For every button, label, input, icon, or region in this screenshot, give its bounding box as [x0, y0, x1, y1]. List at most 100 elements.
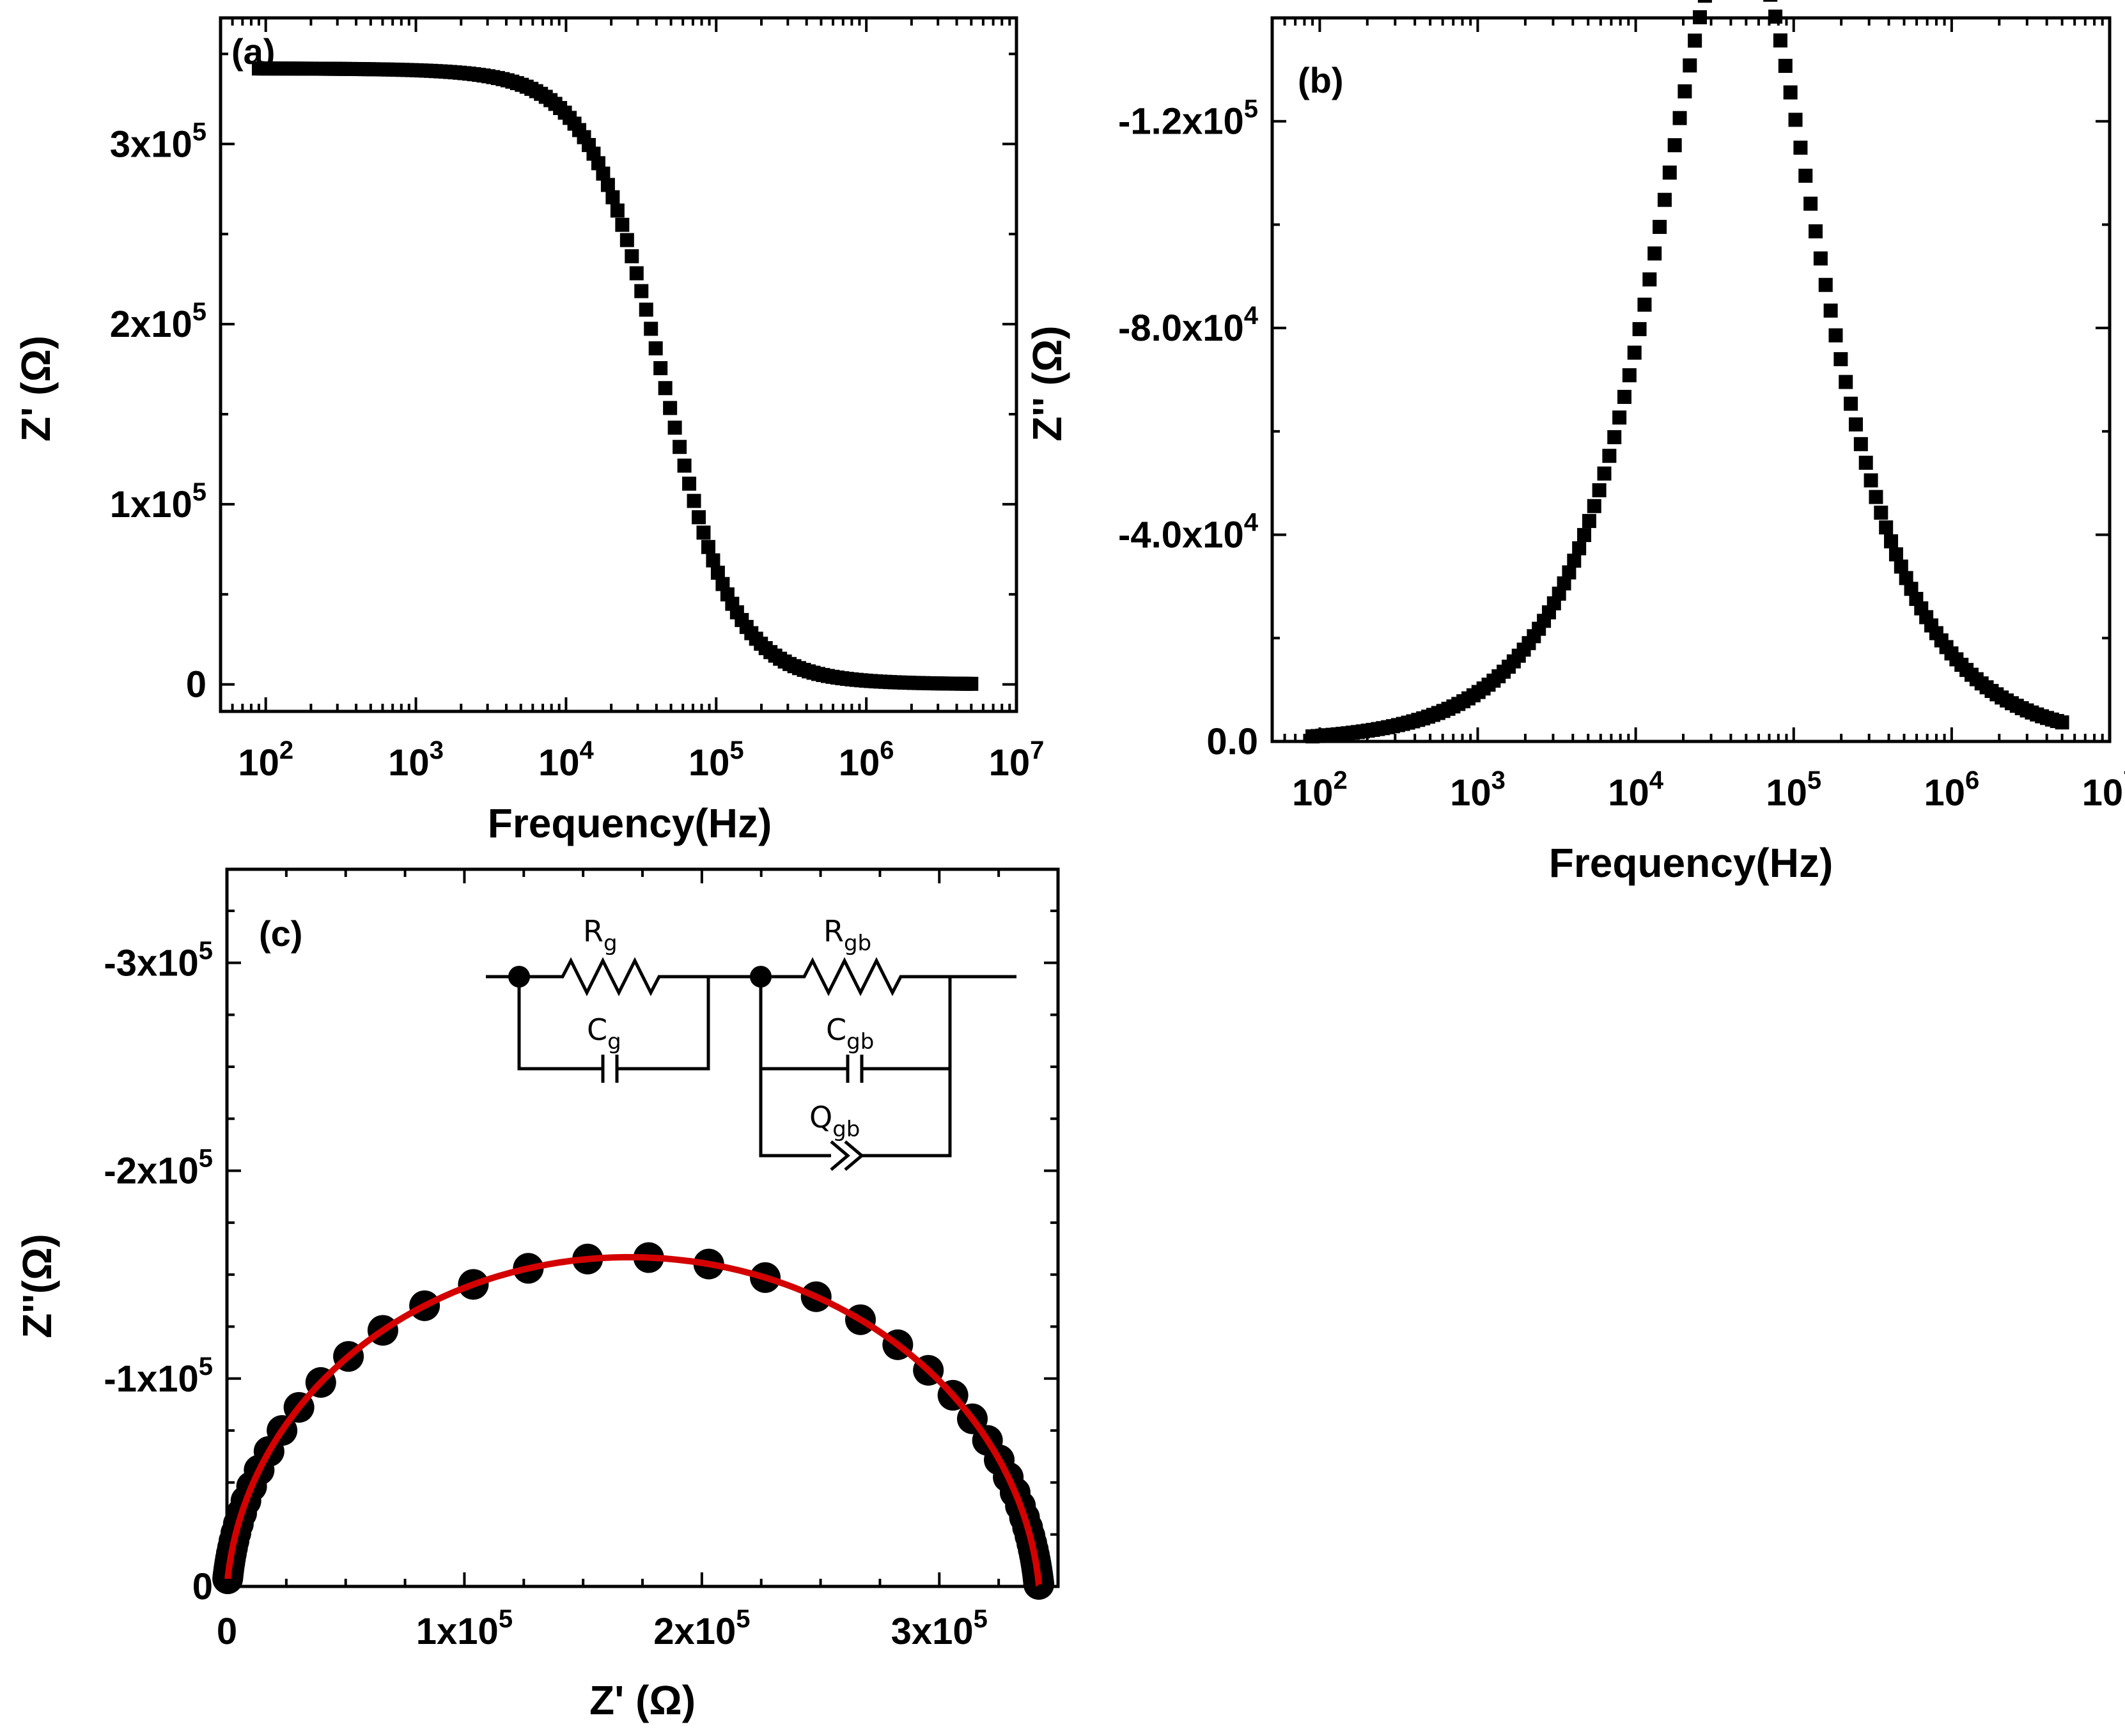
data-point [634, 284, 649, 298]
data-point [644, 322, 658, 336]
data-point [710, 565, 725, 580]
y-tick-label: -8.0x104 [1118, 302, 1259, 349]
y-tick-label: -1x105 [104, 1352, 213, 1400]
data-point [964, 676, 979, 691]
x-tick-label: 3x105 [891, 1605, 988, 1652]
data-point [1667, 138, 1682, 153]
data-point [1647, 246, 1662, 261]
y-tick-label: 2x105 [110, 298, 206, 345]
label-cgb: Cgb [826, 1012, 874, 1055]
data-point [1864, 473, 1878, 488]
y-tick-label: -3x105 [104, 936, 213, 984]
y-axis-label-c: Z''(Ω) [14, 1234, 60, 1338]
circuit-wire-qgb-return [862, 1069, 952, 1158]
x-tick-labels-a: 102 103 104 105 106 107 [238, 736, 1044, 784]
x-tick-label: 102 [1292, 766, 1348, 814]
panel-a: (a) 102 103 104 105 106 107 01x1052x1053x105 … [13, 16, 1044, 846]
data-point [596, 166, 611, 181]
data-point [1697, 0, 1712, 3]
data-point [600, 178, 615, 192]
data-point [1557, 576, 1571, 591]
data-point [667, 421, 682, 435]
data-point [1798, 168, 1813, 183]
panel-b: (b) 102 103 104 105 106 107 0.0 -4.0x104 -8.0x1… [1024, 0, 2125, 886]
data-point [1833, 352, 1848, 366]
y-tick-label: 0 [186, 664, 206, 706]
data-point [1848, 417, 1863, 432]
resistor-rg [519, 957, 761, 996]
y-tick-labels-b: 0.0 -4.0x104 -8.0x104 -1.2x105 [1118, 95, 1259, 763]
y-tick-label: 0.0 [1206, 721, 1258, 763]
data-point [1813, 251, 1828, 266]
equivalent-circuit-inset [486, 957, 1016, 1171]
x-axis-label-b: Frequency(Hz) [1549, 840, 1833, 886]
x-tick-label: 106 [1924, 766, 1979, 814]
y-tick-label: 1x105 [110, 478, 206, 525]
y-tick-label: -2x105 [104, 1145, 213, 1192]
data-point [2055, 715, 2069, 730]
data-point [1788, 112, 1803, 127]
data-point [1888, 547, 1903, 562]
label-qgb: Qgb [809, 1100, 860, 1142]
data-point [1602, 449, 1617, 463]
data-point [1653, 219, 1667, 234]
data-point [1632, 322, 1647, 336]
y-tick-label: -4.0x104 [1118, 509, 1259, 556]
circuit-wire-cg-loop [517, 977, 603, 1071]
fit-line [224, 1253, 1042, 1587]
y-tick-labels-c: 0 -1x105 -2x105 -3x105 [104, 936, 213, 1608]
x-axis-label-c: Z' (Ω) [589, 1677, 696, 1723]
data-point [615, 217, 630, 232]
data-point [1592, 483, 1607, 498]
panel-c: (c) 0 1x105 2x105 3x105 0 -1x105 -2x105 -3x105… [14, 867, 1060, 1723]
data-points-a [251, 61, 979, 691]
data-point [1869, 490, 1883, 504]
panel-label-b: (b) [1298, 60, 1344, 100]
data-point [1879, 520, 1894, 535]
x-axis-label-a: Frequency(Hz) [488, 800, 772, 846]
data-point [629, 266, 644, 281]
circuit-wire-qgb-loop [759, 1069, 831, 1158]
data-point [696, 525, 711, 540]
y-axis-label-b: Z'' (Ω) [1024, 325, 1070, 441]
data-point [1582, 514, 1596, 529]
data-point [1662, 165, 1677, 180]
data-point [1587, 499, 1601, 513]
data-point [1884, 534, 1899, 548]
data-point [1778, 59, 1793, 74]
x-tick-label: 1x105 [416, 1605, 513, 1652]
data-point [663, 401, 678, 415]
data-point [1793, 141, 1808, 155]
resistor-rgb [761, 957, 1016, 996]
data-point [605, 190, 620, 205]
data-point [1693, 10, 1708, 24]
x-tick-label: 107 [2082, 766, 2125, 814]
data-point [653, 361, 668, 376]
data-point [619, 233, 634, 247]
data-point [1844, 396, 1858, 411]
x-tick-label: 105 [1766, 766, 1821, 814]
data-point [1899, 571, 1913, 585]
x-tick-label: 2x105 [653, 1605, 750, 1652]
data-point [1562, 565, 1576, 580]
data-point [1572, 541, 1587, 555]
label-rgb: Rgb [823, 914, 871, 956]
data-point [658, 381, 673, 396]
data-point [1577, 528, 1592, 543]
plot-frame-a [219, 16, 1018, 713]
data-point [639, 302, 653, 317]
data-point [1823, 303, 1838, 318]
y-tick-labels-a: 0 1x105 2x105 3x105 [110, 118, 206, 705]
data-point [706, 553, 720, 568]
cpe-qgb-chevron-1 [830, 1140, 850, 1171]
circuit-node-2 [750, 966, 772, 988]
data-point [1783, 85, 1798, 100]
fit-line-c [224, 1253, 1042, 1587]
data-point [1612, 410, 1627, 425]
data-point [1622, 368, 1637, 383]
x-tick-label: 102 [238, 736, 293, 784]
x-tick-label: 103 [1450, 766, 1506, 814]
data-point [1818, 277, 1833, 292]
data-point [1858, 455, 1873, 470]
